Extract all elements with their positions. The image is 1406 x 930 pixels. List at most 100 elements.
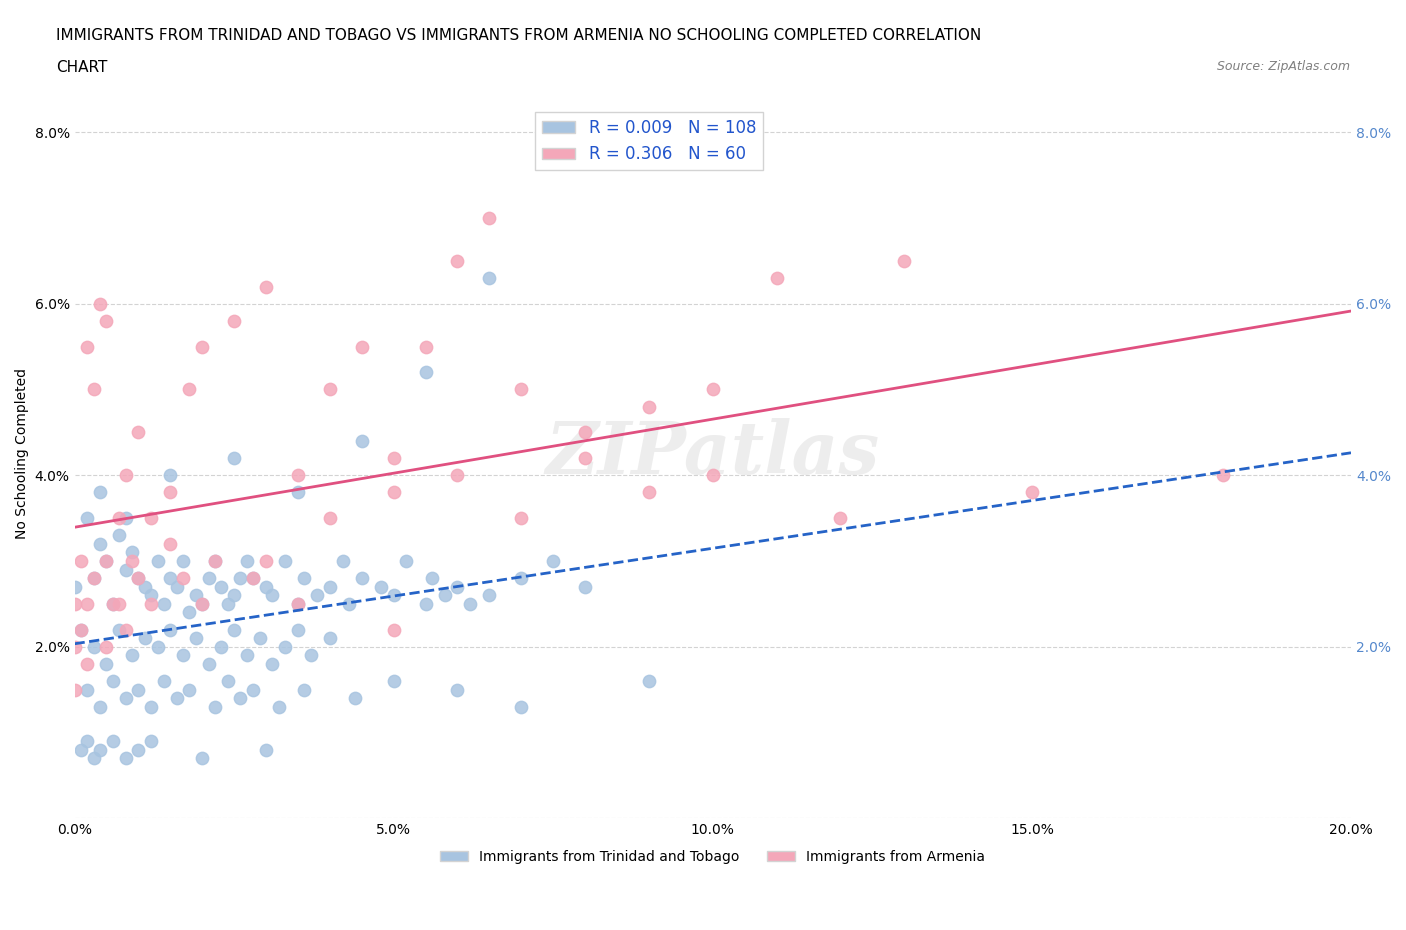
Point — [76, 657, 98, 671]
Point — [153, 673, 176, 688]
Point — [254, 553, 277, 568]
Point — [76, 682, 98, 697]
Point — [262, 657, 284, 671]
Point — [89, 537, 111, 551]
Point — [242, 571, 264, 586]
Point — [236, 648, 259, 663]
Point — [382, 451, 405, 466]
Point — [96, 553, 118, 568]
Point — [510, 511, 533, 525]
Point — [638, 399, 661, 414]
Point — [319, 382, 342, 397]
Point — [159, 571, 181, 586]
Point — [83, 639, 105, 654]
Point — [287, 596, 309, 611]
Point — [127, 571, 149, 586]
Point — [139, 734, 162, 749]
Point — [96, 639, 118, 654]
Point — [702, 468, 724, 483]
Point — [134, 631, 156, 645]
Point — [172, 571, 194, 586]
Point — [76, 596, 98, 611]
Point — [114, 751, 136, 765]
Point — [197, 657, 219, 671]
Point — [166, 579, 188, 594]
Point — [76, 511, 98, 525]
Point — [127, 682, 149, 697]
Text: IMMIGRANTS FROM TRINIDAD AND TOBAGO VS IMMIGRANTS FROM ARMENIA NO SCHOOLING COMP: IMMIGRANTS FROM TRINIDAD AND TOBAGO VS I… — [56, 28, 981, 43]
Point — [236, 553, 259, 568]
Point — [204, 699, 226, 714]
Point — [191, 596, 214, 611]
Point — [114, 622, 136, 637]
Point — [108, 596, 131, 611]
Point — [574, 425, 596, 440]
Point — [446, 468, 468, 483]
Point — [229, 691, 252, 706]
Point — [127, 742, 149, 757]
Point — [541, 553, 564, 568]
Point — [415, 365, 437, 379]
Point — [96, 657, 118, 671]
Point — [139, 699, 162, 714]
Point — [350, 433, 373, 448]
Point — [83, 571, 105, 586]
Point — [70, 553, 93, 568]
Point — [319, 631, 342, 645]
Point — [638, 485, 661, 499]
Point — [108, 528, 131, 543]
Point — [114, 468, 136, 483]
Point — [249, 631, 271, 645]
Point — [224, 313, 246, 328]
Point — [242, 682, 264, 697]
Point — [446, 682, 468, 697]
Point — [217, 673, 239, 688]
Point — [415, 596, 437, 611]
Point — [127, 425, 149, 440]
Point — [121, 553, 143, 568]
Point — [101, 673, 124, 688]
Point — [574, 451, 596, 466]
Point — [319, 511, 342, 525]
Point — [242, 571, 264, 586]
Point — [292, 682, 315, 697]
Point — [350, 571, 373, 586]
Point — [370, 579, 392, 594]
Point — [89, 297, 111, 312]
Point — [89, 742, 111, 757]
Point — [224, 451, 246, 466]
Point — [1021, 485, 1043, 499]
Point — [510, 382, 533, 397]
Point — [179, 604, 201, 619]
Point — [179, 682, 201, 697]
Point — [224, 622, 246, 637]
Point — [159, 537, 181, 551]
Point — [287, 622, 309, 637]
Point — [172, 648, 194, 663]
Point — [209, 579, 232, 594]
Point — [217, 596, 239, 611]
Point — [267, 699, 290, 714]
Point — [166, 691, 188, 706]
Point — [191, 596, 214, 611]
Point — [446, 254, 468, 269]
Point — [702, 382, 724, 397]
Point — [63, 639, 86, 654]
Point — [146, 553, 169, 568]
Point — [478, 210, 501, 225]
Point — [229, 571, 252, 586]
Point — [458, 596, 481, 611]
Point — [114, 511, 136, 525]
Point — [209, 639, 232, 654]
Point — [184, 631, 207, 645]
Point — [139, 511, 162, 525]
Point — [382, 485, 405, 499]
Point — [114, 562, 136, 577]
Point — [63, 579, 86, 594]
Point — [191, 339, 214, 354]
Point — [76, 339, 98, 354]
Point — [344, 691, 367, 706]
Point — [96, 313, 118, 328]
Y-axis label: No Schooling Completed: No Schooling Completed — [15, 368, 30, 539]
Point — [395, 553, 418, 568]
